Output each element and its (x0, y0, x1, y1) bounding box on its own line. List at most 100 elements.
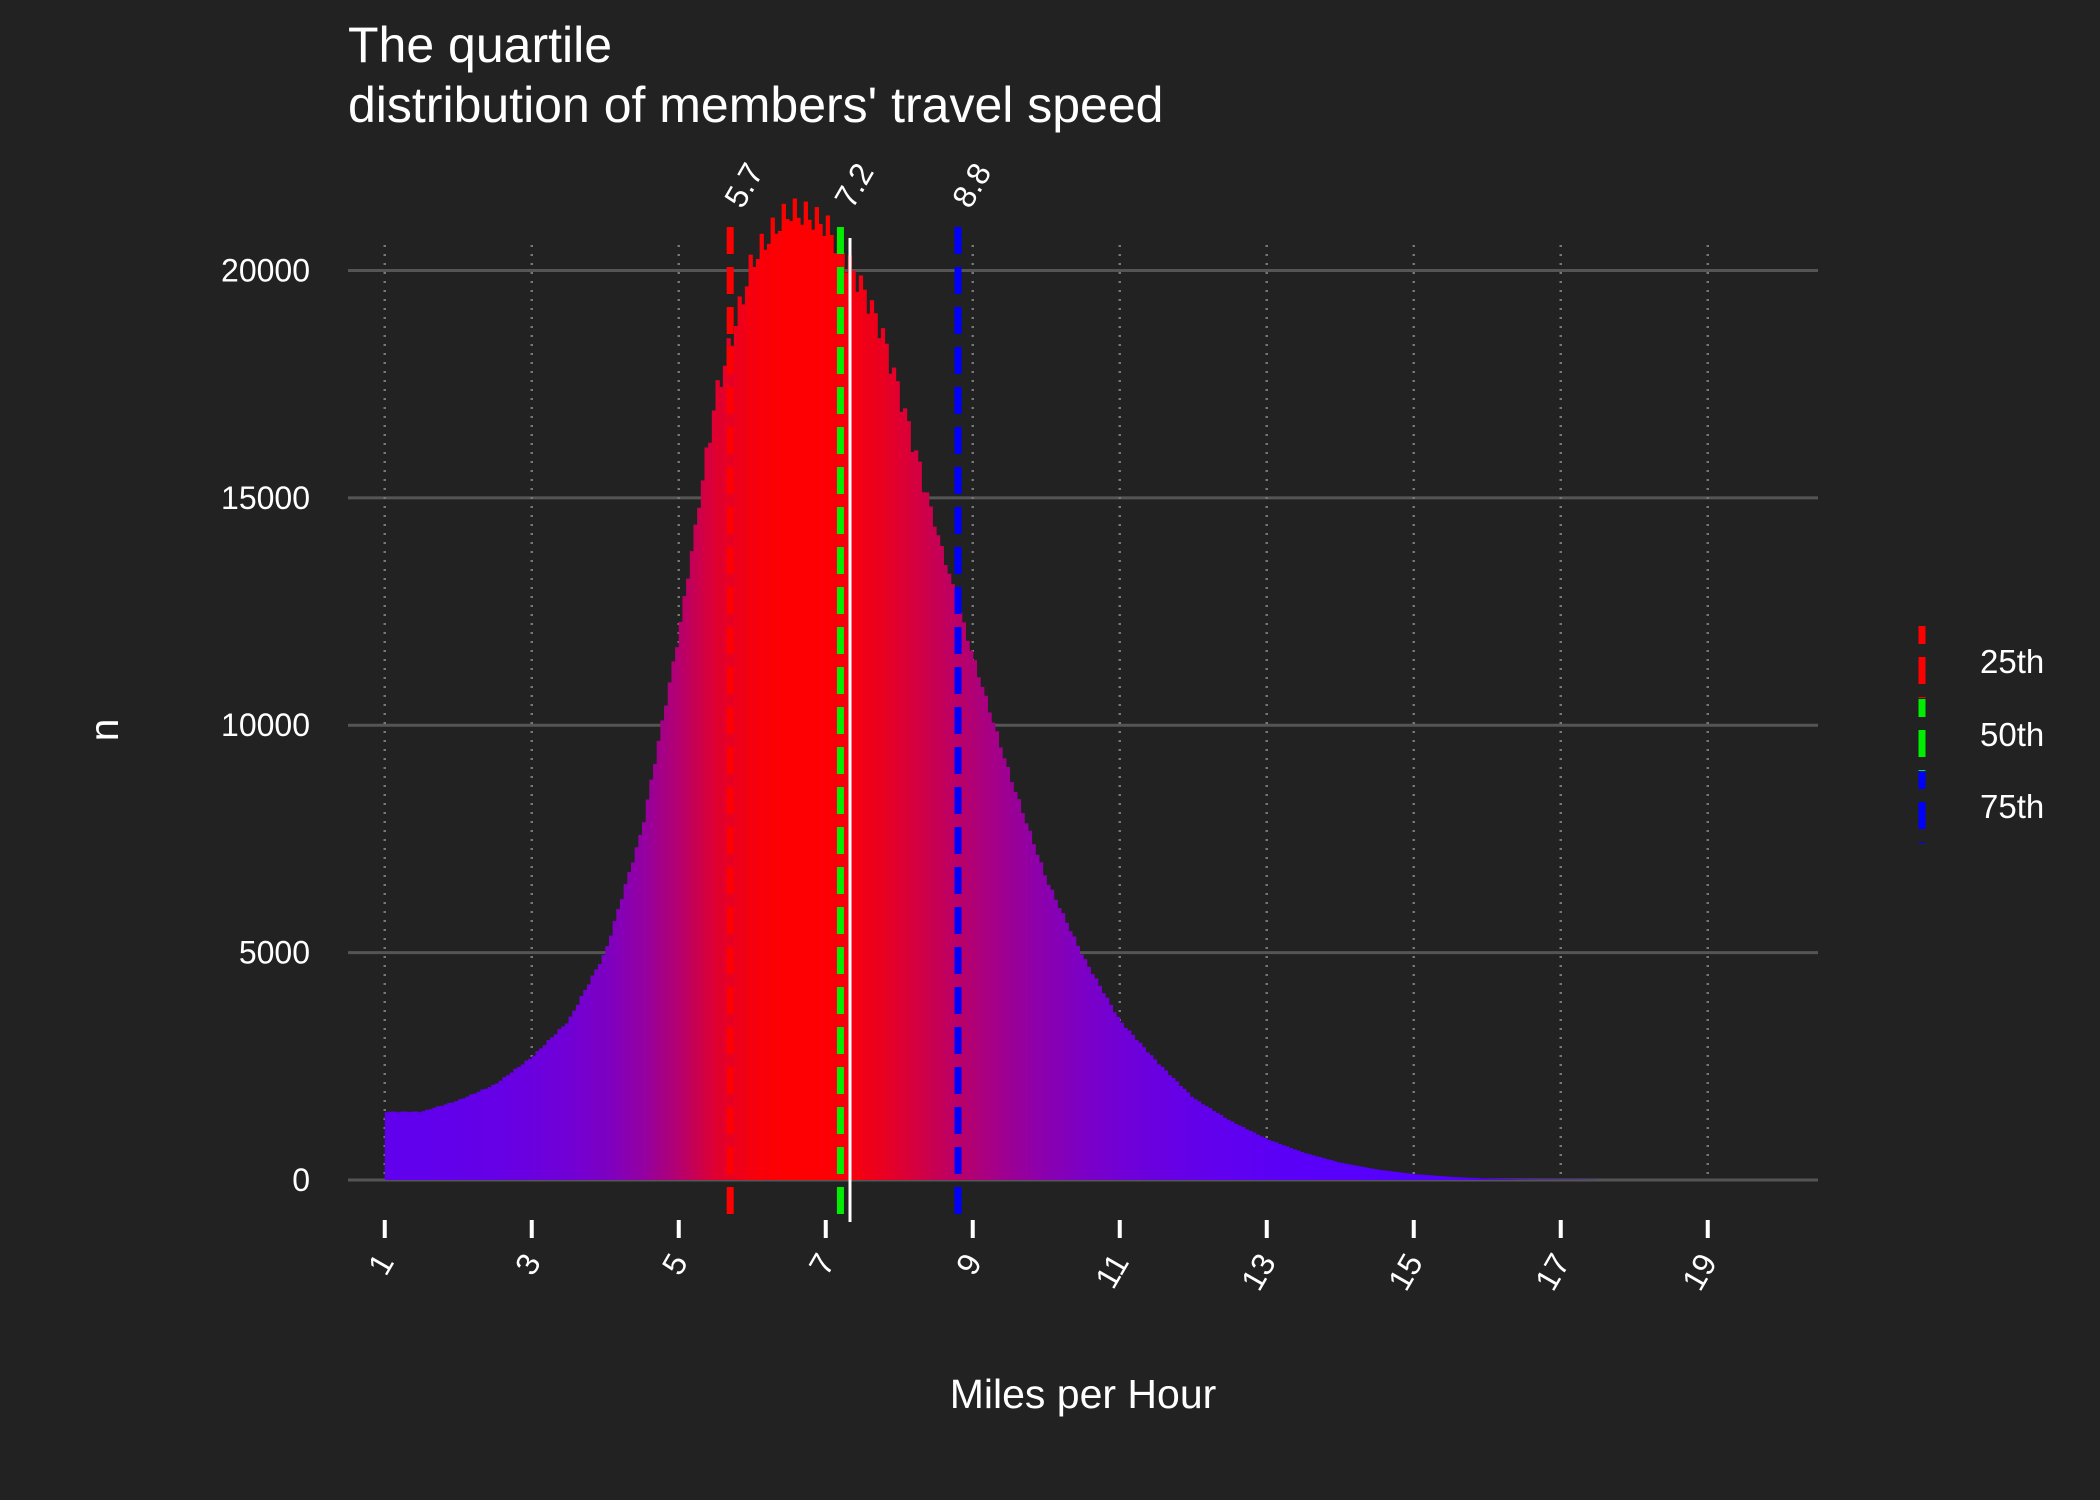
histogram-bar (1215, 1112, 1220, 1180)
histogram-bar (1171, 1077, 1176, 1180)
histogram-bar (634, 847, 639, 1180)
histogram-bar (1016, 799, 1022, 1180)
histogram-bar (1498, 1178, 1503, 1180)
histogram-bar (542, 1045, 548, 1180)
histogram-bar (792, 198, 797, 1181)
histogram-bar (469, 1094, 474, 1180)
histogram-bar (789, 221, 794, 1180)
histogram-bar (1354, 1165, 1360, 1180)
histogram-bar (410, 1111, 415, 1180)
histogram-bar (833, 253, 838, 1181)
histogram-bar (1417, 1174, 1422, 1180)
histogram-bar (1035, 854, 1040, 1180)
histogram-bar (414, 1111, 419, 1180)
histogram-bar (1230, 1121, 1235, 1180)
histogram-bar (1446, 1176, 1452, 1180)
histogram-bar (1347, 1164, 1352, 1180)
histogram-bar (994, 731, 1000, 1180)
histogram-bar (1075, 945, 1080, 1180)
histogram-bar (936, 535, 941, 1180)
histogram-bar (454, 1101, 459, 1180)
histogram-bar (1307, 1154, 1312, 1180)
histogram-bar (965, 640, 970, 1180)
histogram-bar (752, 266, 757, 1180)
histogram-bar (553, 1034, 559, 1180)
histogram-bar (1439, 1176, 1444, 1180)
histogram-bar (1384, 1170, 1389, 1180)
histogram-bar (913, 450, 919, 1181)
histogram-bar (572, 1010, 577, 1180)
x-tick-label: 3 (508, 1248, 548, 1281)
histogram-bar (623, 884, 628, 1180)
histogram-bar (921, 492, 926, 1180)
histogram-bar (763, 249, 768, 1180)
histogram-bar (958, 612, 963, 1180)
histogram-bar (619, 899, 625, 1180)
histogram-bar (1501, 1178, 1507, 1180)
histogram-bar (947, 573, 952, 1180)
histogram-bar (774, 233, 779, 1181)
histogram-bar (1435, 1175, 1441, 1180)
histogram-bar (664, 705, 669, 1180)
histogram-bar (1461, 1177, 1466, 1180)
histogram-bar (902, 408, 908, 1180)
histogram-bar (642, 822, 647, 1180)
histogram-bar (1204, 1106, 1209, 1180)
histogram-bar (895, 381, 900, 1180)
histogram-bar (436, 1106, 441, 1180)
y-tick-label: 5000 (239, 935, 310, 971)
histogram-bar (1343, 1163, 1349, 1180)
histogram-bar (1009, 782, 1014, 1180)
histogram-bar (1380, 1170, 1385, 1180)
histogram-bar (693, 524, 698, 1180)
histogram-bar (1472, 1177, 1477, 1180)
histogram-bar (1424, 1175, 1430, 1180)
histogram-bar (1318, 1157, 1323, 1180)
histogram-bar (1174, 1081, 1180, 1180)
histogram-bar (403, 1111, 408, 1180)
histogram-bar (1116, 1016, 1121, 1180)
x-tick-label: 15 (1381, 1248, 1430, 1297)
histogram-bar (1296, 1150, 1301, 1180)
histogram-bar (597, 964, 603, 1180)
histogram-bar (899, 411, 904, 1181)
histogram-bar (1222, 1117, 1227, 1180)
histogram-bar (491, 1084, 496, 1180)
histogram-bar (1090, 974, 1095, 1180)
histogram-bar (888, 373, 893, 1180)
histogram-bar (1369, 1168, 1374, 1180)
histogram-bar (568, 1016, 573, 1180)
histogram-bar (1079, 954, 1084, 1180)
histogram-bar (1002, 758, 1007, 1180)
histogram-bar (741, 304, 746, 1180)
histogram-bar (406, 1112, 412, 1180)
histogram-bar (1336, 1162, 1341, 1180)
histogram-bar (777, 230, 783, 1180)
histogram-bar (866, 313, 871, 1180)
histogram-bar (498, 1080, 503, 1180)
histogram-bar (1057, 908, 1062, 1180)
histogram-bar (1395, 1172, 1400, 1180)
histogram-bar (1285, 1146, 1290, 1180)
histogram-bar (700, 480, 706, 1180)
histogram-bar (1505, 1179, 1510, 1180)
histogram-bar (814, 207, 819, 1181)
histogram-bar (873, 313, 878, 1181)
histogram-bar (910, 452, 915, 1180)
histogram-bar (671, 661, 676, 1180)
histogram-bar (443, 1104, 448, 1180)
histogram-bar (1325, 1159, 1330, 1180)
histogram-bar (675, 647, 680, 1180)
histogram-bar (645, 799, 650, 1180)
x-tick-label: 7 (802, 1248, 842, 1281)
histogram-bar (1535, 1179, 1540, 1180)
histogram-bar (1263, 1137, 1268, 1180)
histogram-bar (1391, 1171, 1396, 1180)
histogram-bar (1277, 1143, 1283, 1180)
histogram-bar (877, 338, 882, 1180)
histogram-bar (1130, 1034, 1136, 1180)
x-tick-label: 13 (1234, 1248, 1283, 1297)
histogram-bar (1068, 931, 1073, 1180)
histogram-bar (1351, 1165, 1356, 1180)
histogram-bar (1524, 1179, 1529, 1180)
